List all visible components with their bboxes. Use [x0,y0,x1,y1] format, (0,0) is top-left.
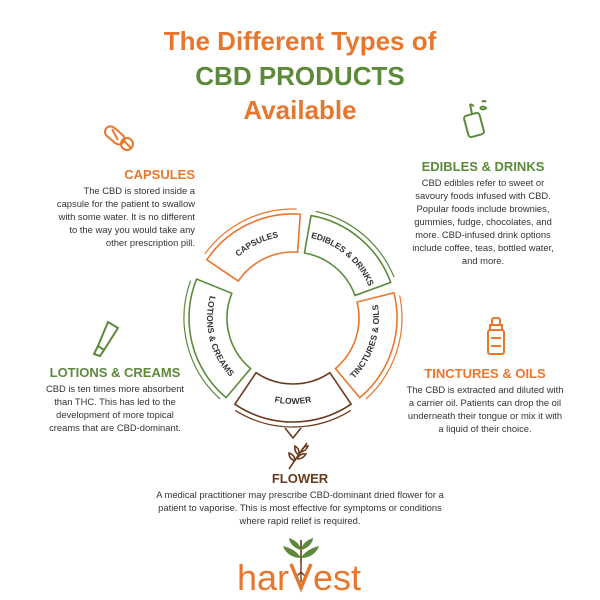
capsules-heading: CAPSULES [124,167,195,182]
capsule-icon [103,125,134,151]
edibles-heading: EDIBLES & DRINKS [421,159,545,174]
flower-sprig-icon [288,442,310,470]
logo-v-letter [289,563,313,593]
edibles-section: EDIBLES & DRINKS CBD edibles refer to sw… [408,160,558,267]
cream-tube-icon [92,320,120,358]
wheel-segment-flower [233,371,353,423]
title-line-3: Available [243,95,357,125]
wheel-outer-arc-lotions [183,280,221,400]
capsules-section: CAPSULES The CBD is stored inside a caps… [55,168,195,249]
dropper-bottle-icon [487,317,505,355]
flower-heading: FLOWER [271,471,329,486]
flower-pointer-arrow [284,427,302,440]
wheel-outer-arc-flower [234,409,352,428]
wheel-segment-lotions [188,277,252,399]
wheel-label-capsules: CAPSULES [233,230,279,259]
harvest-logo: har est [237,538,361,596]
wheel-segment-edibles [303,214,392,297]
capsules-description: The CBD is stored inside a capsule for t… [56,185,195,248]
wheel-segment-capsules [205,213,302,283]
flower-description: A medical practitioner may prescribe CBD… [156,489,444,526]
wheel-label-edibles: EDIBLES & DRINKS [310,230,376,287]
lotions-heading: LOTIONS & CREAMS [49,365,181,380]
title-line-2: CBD PRODUCTS [195,61,405,91]
edibles-description: CBD edibles refer to sweet or savoury fo… [412,177,554,266]
wheel-outer-arc-capsules [204,208,297,255]
wheel-segment-tinctures [334,291,398,399]
wheel-label-lotions: LOTIONS & CREAMS [205,295,237,379]
wheel-outer-arc-tinctures [365,295,403,400]
plant-logo-icon [283,538,319,582]
wheel-label-tinctures: TINCTURES & OILS [348,304,381,381]
wheel-outer-arc-edibles [315,210,395,278]
tinctures-section: TINCTURES & OILS The CBD is extracted an… [405,367,565,435]
tinctures-description: The CBD is extracted and diluted with a … [406,384,564,434]
logo-text-right: est [313,557,361,596]
wheel-label-flower: FLOWER [274,394,312,406]
lotions-section: LOTIONS & CREAMS CBD is ten times more a… [40,366,190,434]
flower-section: FLOWER A medical practitioner may prescr… [150,472,450,527]
title-line-1: The Different Types of [163,26,437,56]
logo-text-left: har [237,557,289,596]
lotions-description: CBD is ten times more absorbent than THC… [45,383,185,433]
drink-can-icon [463,100,488,139]
tinctures-heading: TINCTURES & OILS [424,366,546,381]
